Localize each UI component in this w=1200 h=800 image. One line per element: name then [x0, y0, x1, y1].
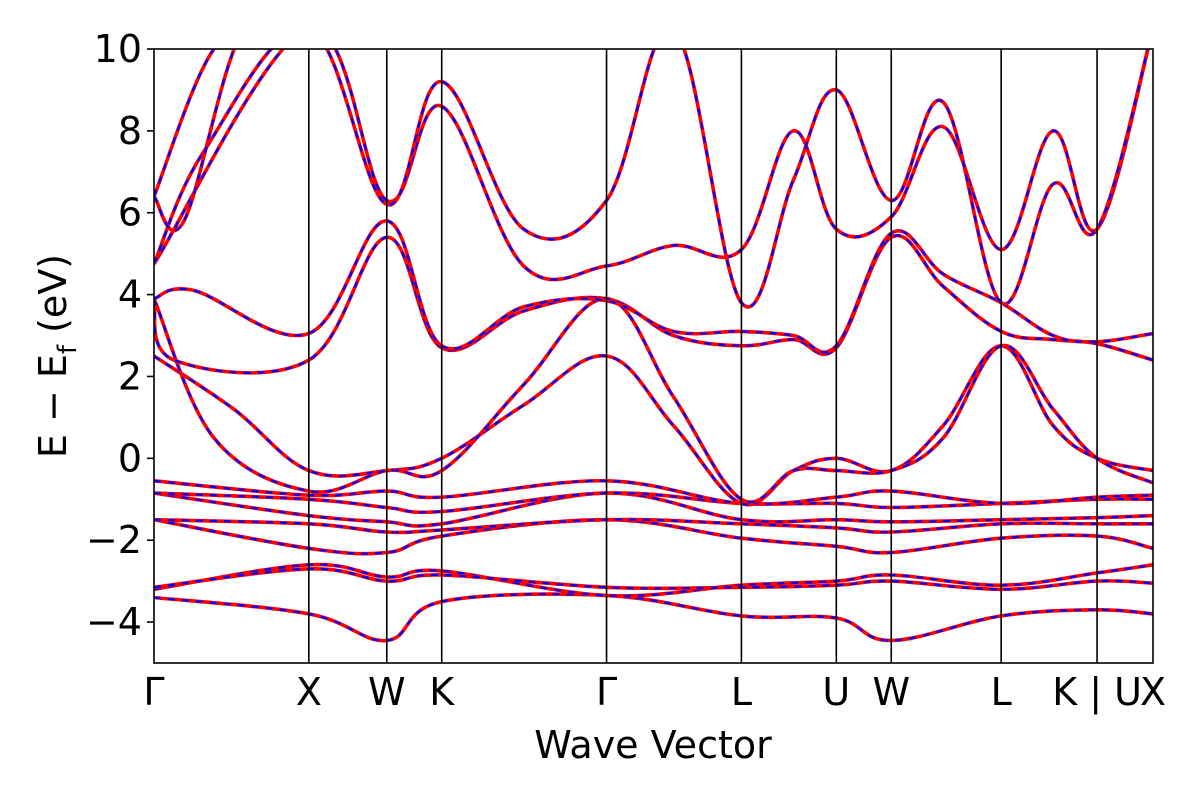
- band-4-line: [154, 517, 1153, 556]
- band-9-dash: [154, 344, 1153, 506]
- band-8-dash: [154, 479, 1153, 506]
- y-tick-label-1: −4: [86, 600, 142, 644]
- band-3-dash: [154, 567, 1153, 591]
- plot-frame: [153, 48, 1154, 664]
- band-16-dash: [154, 49, 216, 197]
- y-axis-title-tail: (eV): [31, 254, 75, 345]
- band-15-dash: [154, 49, 236, 232]
- x-axis-title: Wave Vector: [534, 723, 772, 767]
- x-tick-label-11: X: [1140, 670, 1166, 714]
- y-tick-label-7: 8: [118, 109, 142, 153]
- x-tick-label-2: X: [296, 670, 322, 714]
- band-14-dash: [154, 49, 1149, 308]
- x-tick-label-7: U: [822, 670, 850, 714]
- band-12-dash: [154, 219, 1153, 354]
- band-13-dash: [154, 49, 1150, 281]
- y-axis-title-main: E − E: [31, 354, 75, 458]
- y-tick-label-3: 0: [118, 436, 142, 480]
- band-9-line: [154, 344, 1153, 507]
- x-tick-label-8: W: [872, 670, 910, 714]
- y-tick-label-5: 4: [118, 273, 142, 317]
- x-tick-label-5: Γ: [596, 670, 617, 714]
- y-axis-title-subscript: f: [53, 344, 83, 354]
- band-11-dash: [154, 234, 1153, 374]
- band-6-dash: [154, 491, 1153, 528]
- kpoint-lines: [308, 49, 1098, 663]
- x-tick-label-3: W: [368, 670, 406, 714]
- x-tick-label-6: L: [731, 670, 752, 714]
- x-tick-label-10: K | U: [1052, 670, 1142, 715]
- y-tick-label-8: 10: [94, 27, 142, 71]
- y-axis-title: E − Ef (eV): [31, 254, 83, 458]
- y-tick-label-2: −2: [86, 518, 142, 562]
- x-tick-label-9: L: [991, 670, 1012, 714]
- band-15-line: [154, 49, 237, 233]
- band-14-line: [154, 49, 1150, 309]
- x-tick-label-1: Γ: [143, 670, 164, 714]
- band-5-dash: [154, 518, 1153, 534]
- band-13-line: [154, 49, 1150, 282]
- x-tick-label-4: K: [429, 670, 455, 714]
- band-lines: [154, 49, 1153, 643]
- y-tick-label-4: 2: [118, 354, 142, 398]
- y-tick-label-6: 6: [118, 191, 142, 235]
- y-axis-ticks: −4 −2 0 2 4 6 8 10: [86, 27, 154, 644]
